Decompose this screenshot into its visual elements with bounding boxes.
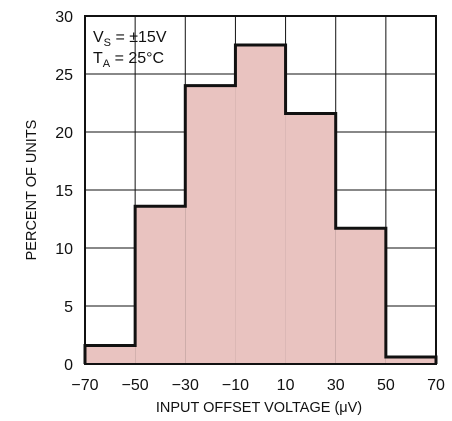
histogram-bar xyxy=(285,113,336,364)
x-tick-label: 70 xyxy=(427,377,445,394)
histogram-bars xyxy=(83,43,438,364)
x-tick-label: 10 xyxy=(277,377,295,394)
histogram-bar xyxy=(135,206,186,364)
y-tick-label: 15 xyxy=(55,183,73,200)
y-tick-label: 30 xyxy=(55,9,73,26)
histogram-bar xyxy=(85,345,136,364)
histogram-bar xyxy=(385,357,436,364)
histogram-bar xyxy=(185,85,236,364)
y-axis-label: PERCENT OF UNITS xyxy=(24,120,40,261)
histogram-bar xyxy=(235,45,286,364)
histogram-outline xyxy=(83,43,438,364)
x-tick-label: 30 xyxy=(327,377,345,394)
condition-annotation: VS = ±15V TA = 25°C xyxy=(93,29,167,70)
x-tick-label: −50 xyxy=(122,377,149,394)
x-axis-label: INPUT OFFSET VOLTAGE (μV) xyxy=(156,400,362,416)
x-tick-label: −30 xyxy=(172,377,199,394)
annotation-temperature: TA = 25°C xyxy=(93,50,164,70)
x-tick-label: 50 xyxy=(377,377,395,394)
x-tick-label: −70 xyxy=(71,377,98,394)
y-tick-label: 25 xyxy=(55,67,73,84)
x-tick-label: −10 xyxy=(222,377,249,394)
plot-frame xyxy=(84,15,437,365)
y-tick-label: 5 xyxy=(64,299,73,316)
y-tick-label: 10 xyxy=(55,241,73,258)
x-tick-labels: −70 −50 −30 −10 10 30 50 70 xyxy=(71,377,445,394)
y-tick-label: 0 xyxy=(64,357,73,374)
y-tick-label: 20 xyxy=(55,125,73,142)
y-tick-labels: 0 5 10 15 20 25 30 xyxy=(55,9,73,374)
histogram-bar xyxy=(335,228,386,364)
annotation-supply: VS = ±15V xyxy=(93,29,167,49)
